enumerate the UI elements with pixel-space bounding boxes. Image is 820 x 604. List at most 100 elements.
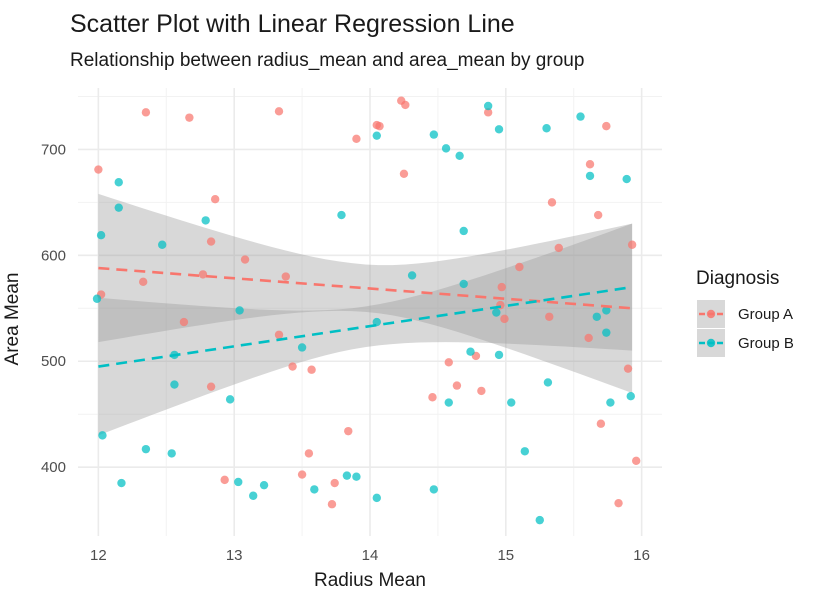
data-point <box>210 195 220 204</box>
data-point <box>483 101 493 111</box>
data-point <box>441 144 451 153</box>
data-point <box>477 386 486 396</box>
data-point <box>483 108 493 117</box>
data-point <box>622 174 631 184</box>
data-point <box>297 470 307 479</box>
data-point <box>274 330 284 339</box>
y-axis-title: Area Mean <box>2 273 23 366</box>
data-point <box>554 243 563 253</box>
data-point <box>96 231 106 240</box>
grid-lines <box>78 88 662 536</box>
data-point <box>240 255 250 264</box>
data-point <box>342 471 352 480</box>
data-point <box>627 240 637 249</box>
tick-labels: 12 13 14 15 16 400 500 600 700 <box>41 141 650 564</box>
y-tick-label: 400 <box>41 459 66 476</box>
confidence-band <box>98 223 633 436</box>
x-tick-label: 12 <box>90 547 107 564</box>
data-point <box>92 294 102 303</box>
y-tick-label: 600 <box>41 247 66 264</box>
data-point <box>225 395 235 404</box>
data-point <box>614 498 623 508</box>
data-point <box>352 472 361 481</box>
data-point <box>576 112 585 121</box>
data-point <box>375 121 384 131</box>
data-point <box>494 125 504 134</box>
data-point <box>337 210 346 220</box>
data-point <box>596 419 606 428</box>
x-tick-label: 16 <box>633 547 650 564</box>
data-point <box>114 203 123 212</box>
data-point <box>98 431 107 440</box>
data-point <box>585 160 595 169</box>
data-point <box>515 262 524 272</box>
data-point <box>206 382 216 391</box>
legend-label: Group B <box>738 335 794 352</box>
legend: Diagnosis Group A Group B <box>696 268 794 357</box>
chart-subtitle: Relationship between radius_mean and are… <box>70 50 585 71</box>
data-point <box>507 398 516 407</box>
data-point <box>492 308 501 317</box>
data-point <box>94 165 103 174</box>
data-point <box>281 272 290 281</box>
legend-label: Group A <box>738 306 793 323</box>
data-point <box>274 107 284 116</box>
data-point <box>158 240 167 249</box>
data-point <box>179 317 189 327</box>
data-point <box>584 333 593 343</box>
data-point <box>141 108 151 117</box>
data-point <box>623 364 633 373</box>
data-point <box>452 381 462 390</box>
data-point <box>344 426 353 436</box>
data-point <box>585 171 595 181</box>
data-point <box>307 365 316 374</box>
data-point <box>407 271 417 280</box>
data-point <box>542 124 551 133</box>
data-point <box>167 449 176 458</box>
data-point <box>459 279 468 289</box>
data-point <box>117 478 126 488</box>
legend-key-point <box>706 338 716 348</box>
data-point <box>288 362 297 371</box>
data-point <box>592 312 602 321</box>
data-point <box>259 480 269 490</box>
data-point <box>497 282 506 292</box>
confidence-band <box>98 193 633 394</box>
data-point <box>626 391 635 401</box>
data-point <box>220 475 229 485</box>
data-point <box>185 113 194 122</box>
y-tick-label: 700 <box>41 141 66 158</box>
y-tick-label: 500 <box>41 353 66 370</box>
x-axis-title: Radius Mean <box>314 570 426 591</box>
data-point <box>547 198 557 207</box>
data-point <box>545 312 554 321</box>
data-point <box>543 378 553 387</box>
data-point <box>444 398 453 407</box>
data-point <box>429 485 439 494</box>
data-point <box>602 306 611 315</box>
data-point <box>297 343 307 352</box>
x-tick-label: 14 <box>362 547 379 564</box>
legend-key-point <box>706 309 716 319</box>
data-point <box>372 493 381 503</box>
data-points <box>92 96 641 525</box>
data-point <box>141 444 151 454</box>
data-point <box>399 169 409 178</box>
data-point <box>249 491 258 500</box>
data-point <box>170 380 179 389</box>
data-point <box>330 478 339 488</box>
data-point <box>198 270 208 279</box>
data-point <box>602 121 611 131</box>
data-point <box>444 358 453 367</box>
data-point <box>593 210 603 220</box>
data-point <box>429 130 439 139</box>
data-point <box>304 449 314 458</box>
x-tick-label: 13 <box>226 547 243 564</box>
data-point <box>327 500 337 509</box>
data-point <box>535 515 544 525</box>
data-point <box>114 178 123 187</box>
data-point <box>455 151 464 160</box>
data-point <box>372 131 381 140</box>
data-point <box>401 100 410 110</box>
